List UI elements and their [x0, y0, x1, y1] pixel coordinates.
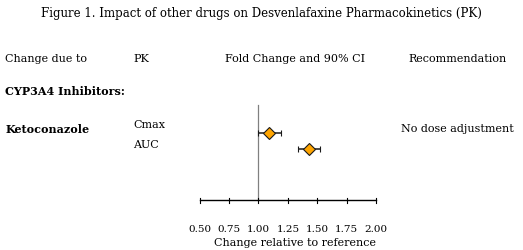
Text: Recommendation: Recommendation — [408, 54, 507, 64]
Text: No dose adjustment: No dose adjustment — [401, 124, 514, 134]
Text: PK: PK — [133, 54, 149, 64]
Text: Change due to: Change due to — [5, 54, 87, 64]
X-axis label: Change relative to reference: Change relative to reference — [214, 238, 377, 248]
Text: CYP3A4 Inhibitors:: CYP3A4 Inhibitors: — [5, 86, 125, 97]
Text: AUC: AUC — [133, 140, 159, 150]
Text: Ketoconazole: Ketoconazole — [5, 124, 89, 135]
Text: Cmax: Cmax — [133, 120, 165, 130]
Text: Figure 1. Impact of other drugs on Desvenlafaxine Pharmacokinetics (PK): Figure 1. Impact of other drugs on Desve… — [41, 8, 482, 20]
Text: Fold Change and 90% CI: Fold Change and 90% CI — [225, 54, 366, 64]
